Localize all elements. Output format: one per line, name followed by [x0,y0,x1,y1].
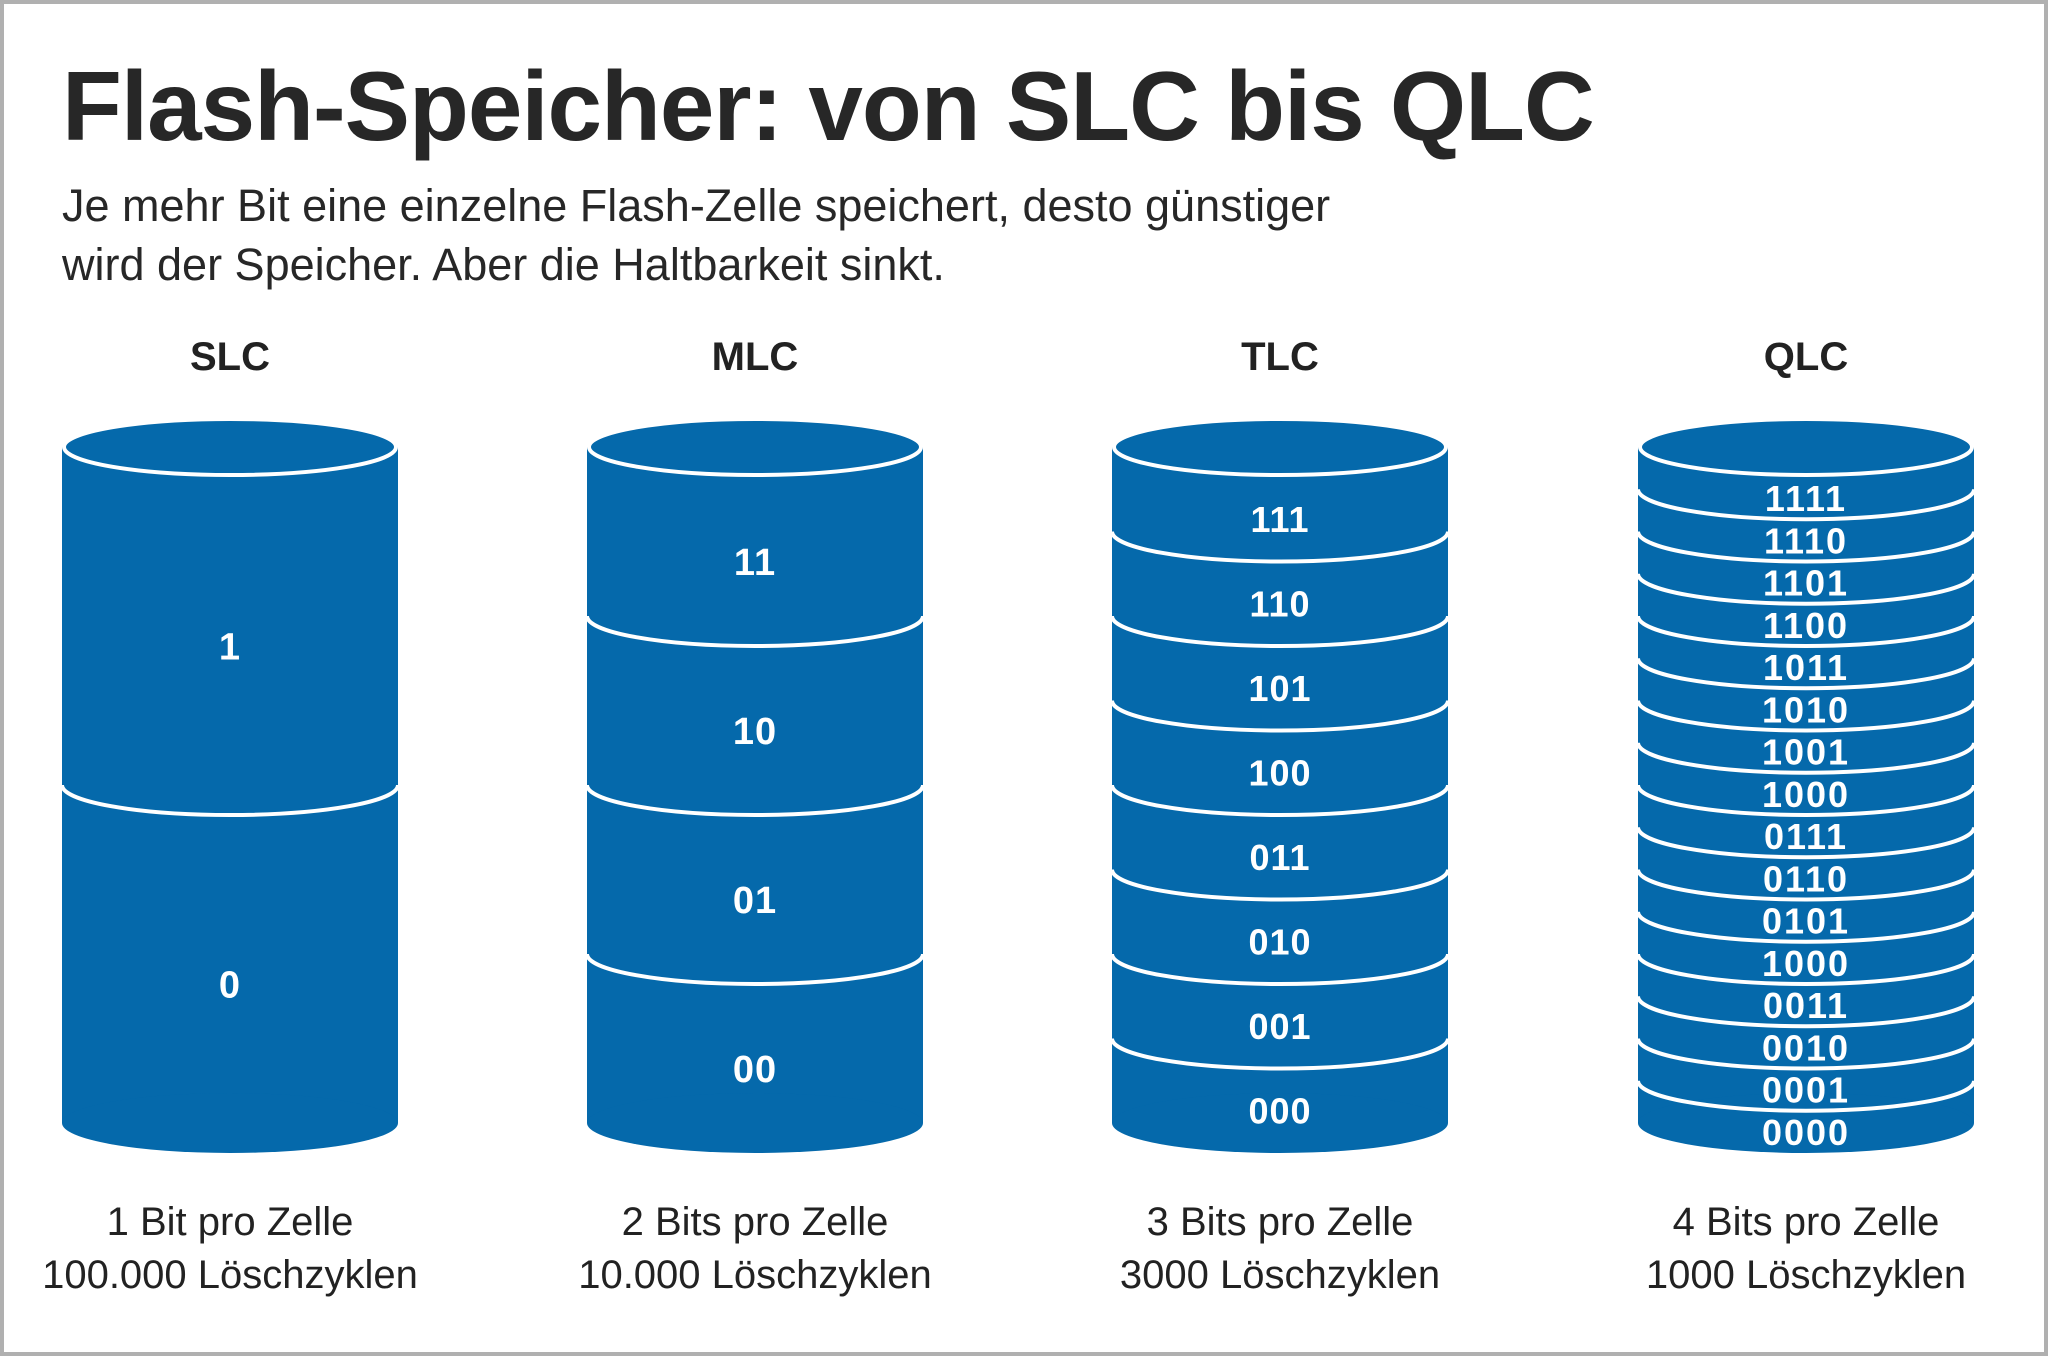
level-divider [1110,700,1450,733]
cylinder-tlc: TLC 111 110 101 100 011 010 001 000 [1110,335,1450,1153]
cylinder-top [587,417,923,477]
bits-per-cell: 4 Bits pro Zelle [1672,1200,1940,1244]
bit-level-label: 101 [1248,668,1311,709]
bit-level-label: 0010 [1762,1027,1850,1068]
level-divider [1636,911,1976,944]
level-divider [1636,1038,1976,1071]
subtitle-line-1: Je mehr Bit eine einzelne Flash-Zelle sp… [62,180,1331,231]
column-header: SLC [190,335,270,379]
bit-level-label: 01 [733,880,777,922]
page-title: Flash-Speicher: von SLC bis QLC [62,51,1595,161]
level-divider [1636,826,1976,860]
level-divider [1636,784,1976,817]
bits-per-cell: 1 Bit pro Zelle [106,1200,354,1244]
bit-level-label: 1000 [1762,774,1850,815]
subtitle-line-2: wird der Speicher. Aber die Haltbarkeit … [62,239,945,290]
level-divider [1636,995,1976,1029]
bits-per-cell: 2 Bits pro Zelle [621,1200,889,1244]
cylinder-mlc: MLC 11 10 01 00 [585,335,925,1153]
bit-level-label: 1001 [1762,732,1850,773]
bit-level-label: 010 [1248,922,1311,963]
level-divider [1636,742,1976,775]
caption-mlc: 2 Bits pro Zelle 10.000 Löschzyklen [525,1196,985,1302]
bit-level-label: 1111 [1765,478,1847,519]
level-divider [1110,1038,1450,1071]
level-divider [585,784,925,817]
level-divider [1636,869,1976,902]
erase-cycles: 3000 Löschzyklen [1119,1253,1441,1297]
bit-level-label: 00 [733,1049,777,1091]
bit-level-label: 0110 [1763,858,1849,899]
level-divider [1636,615,1976,648]
bit-level-label: 1010 [1762,689,1850,730]
column-header: QLC [1764,335,1848,379]
bit-level-label: 10 [733,711,777,753]
bit-level-label: 1100 [1763,605,1849,646]
cylinder-slc: SLC 1 0 [60,335,400,1153]
bit-level-label: 1011 [1763,647,1849,688]
bit-level-label: 0001 [1762,1070,1850,1111]
level-divider [1636,573,1976,606]
caption-slc: 1 Bit pro Zelle 100.000 Löschzyklen [0,1196,460,1302]
level-divider [1110,615,1450,648]
cylinder-bottom [1112,1093,1448,1153]
level-divider [1636,1080,1976,1113]
bit-level-label: 0 [219,965,241,1007]
cylinder-top [62,417,398,477]
level-divider [585,953,925,986]
bit-level-label: 0101 [1762,901,1850,942]
level-divider [585,615,925,648]
bit-level-label: 111 [1250,499,1309,540]
cylinder-bottom [62,1093,398,1153]
bit-level-label: 100 [1248,753,1311,794]
bit-level-label: 0011 [1763,985,1849,1026]
column-header: MLC [712,335,799,379]
bit-level-label: 1101 [1763,563,1849,604]
bit-level-label: 1110 [1764,520,1848,561]
erase-cycles: 1000 Löschzyklen [1645,1253,1967,1297]
bit-level-label: 1000 [1762,943,1850,984]
level-divider [1636,657,1976,691]
level-divider [1110,531,1450,564]
level-divider [60,784,400,817]
bit-level-label: 11 [734,542,776,584]
level-divider [1110,784,1450,817]
level-divider [1636,700,1976,733]
level-divider [1636,953,1976,986]
caption-tlc: 3 Bits pro Zelle 3000 Löschzyklen [1050,1196,1510,1302]
subtitle: Je mehr Bit eine einzelne Flash-Zelle sp… [62,176,1330,294]
level-divider [1636,488,1976,522]
level-divider [1110,953,1450,986]
bit-level-label: 110 [1249,584,1310,625]
cylinder-top [1112,417,1448,477]
bit-level-label: 000 [1248,1091,1311,1132]
erase-cycles: 10.000 Löschzyklen [578,1253,932,1297]
level-divider [1110,869,1450,902]
cylinder-body [587,447,923,1123]
bit-level-label: 011 [1249,837,1310,878]
bits-per-cell: 3 Bits pro Zelle [1146,1200,1414,1244]
bit-level-label: 1 [219,627,241,669]
cylinder-body [62,447,398,1123]
bit-level-label: 0000 [1762,1112,1850,1153]
erase-cycles: 100.000 Löschzyklen [42,1253,418,1297]
column-header: TLC [1241,335,1319,379]
level-divider [1636,531,1976,564]
cylinder-top [1638,417,1974,477]
caption-qlc: 4 Bits pro Zelle 1000 Löschzyklen [1576,1196,2036,1302]
cylinder-qlc: QLC1111111011011100101110101001100001110… [1636,335,1976,1153]
cylinder-bottom [587,1093,923,1153]
bit-level-label: 0111 [1764,816,1848,857]
bit-level-label: 001 [1248,1006,1311,1047]
